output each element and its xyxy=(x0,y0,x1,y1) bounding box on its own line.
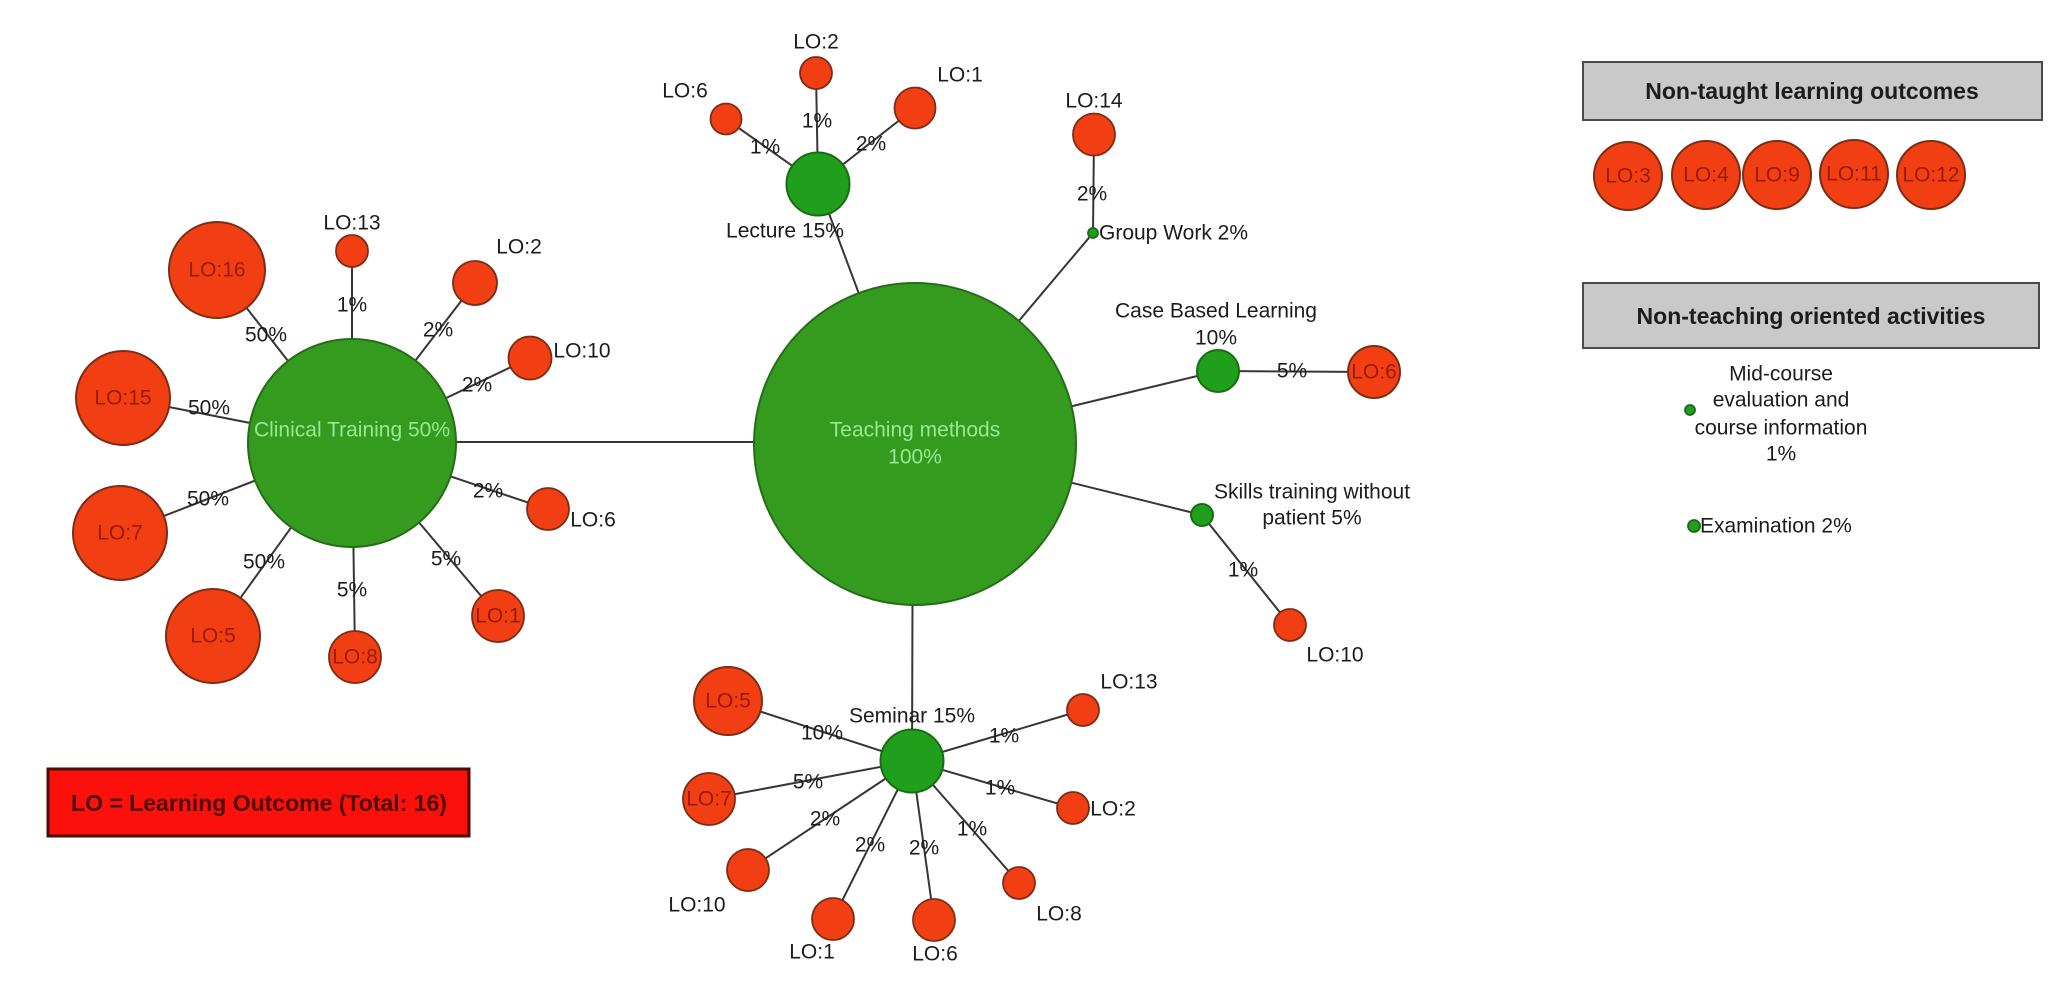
svg-text:LO:7: LO:7 xyxy=(97,522,143,545)
svg-text:2%: 2% xyxy=(473,480,503,503)
svg-text:LO:6: LO:6 xyxy=(662,80,708,103)
svg-text:Skills training without: Skills training without xyxy=(1214,481,1410,504)
svg-text:LO:2: LO:2 xyxy=(1090,798,1136,821)
svg-text:LO:1: LO:1 xyxy=(937,64,983,87)
svg-text:LO:6: LO:6 xyxy=(570,509,616,532)
svg-text:LO:10: LO:10 xyxy=(1306,644,1363,667)
svg-text:LO:13: LO:13 xyxy=(1100,671,1157,694)
svg-text:1%: 1% xyxy=(750,136,780,159)
svg-text:LO:8: LO:8 xyxy=(1036,903,1082,926)
svg-text:1%: 1% xyxy=(802,110,832,133)
svg-text:LO:15: LO:15 xyxy=(94,387,151,410)
svg-text:LO:10: LO:10 xyxy=(668,894,725,917)
svg-text:50%: 50% xyxy=(188,397,230,420)
svg-text:5%: 5% xyxy=(793,771,823,794)
svg-text:2%: 2% xyxy=(909,837,939,860)
svg-text:LO:10: LO:10 xyxy=(553,340,610,363)
svg-text:LO:2: LO:2 xyxy=(496,236,542,259)
svg-text:1%: 1% xyxy=(1766,443,1796,466)
svg-text:LO:12: LO:12 xyxy=(1902,164,1959,187)
svg-text:evaluation and: evaluation and xyxy=(1713,389,1850,412)
svg-text:1%: 1% xyxy=(337,294,367,317)
svg-text:patient 5%: patient 5% xyxy=(1262,507,1361,530)
svg-text:LO:7: LO:7 xyxy=(686,788,732,811)
svg-text:LO:6: LO:6 xyxy=(1351,361,1397,384)
svg-text:LO:5: LO:5 xyxy=(705,690,751,713)
svg-text:2%: 2% xyxy=(1077,183,1107,206)
svg-text:LO:13: LO:13 xyxy=(323,212,380,235)
svg-text:Examination 2%: Examination 2% xyxy=(1700,515,1852,538)
svg-text:Teaching methods: Teaching methods xyxy=(830,419,1000,442)
svg-text:100%: 100% xyxy=(888,446,942,469)
svg-text:LO:11: LO:11 xyxy=(1826,163,1882,186)
svg-text:LO:3: LO:3 xyxy=(1605,165,1651,188)
svg-text:50%: 50% xyxy=(245,324,287,347)
svg-text:Case Based Learning: Case Based Learning xyxy=(1115,300,1317,323)
svg-text:LO:1: LO:1 xyxy=(475,605,521,628)
svg-text:LO:14: LO:14 xyxy=(1065,90,1123,113)
svg-text:1%: 1% xyxy=(1228,559,1258,582)
svg-text:Mid-course: Mid-course xyxy=(1729,363,1833,386)
svg-text:2%: 2% xyxy=(856,133,886,156)
svg-text:1%: 1% xyxy=(985,777,1015,800)
svg-text:5%: 5% xyxy=(1277,360,1307,383)
svg-text:2%: 2% xyxy=(810,808,840,831)
svg-text:LO:4: LO:4 xyxy=(1683,164,1729,187)
svg-text:course information: course information xyxy=(1695,417,1868,440)
svg-text:10%: 10% xyxy=(1195,327,1237,350)
svg-text:Seminar 15%: Seminar 15% xyxy=(849,705,975,728)
svg-text:LO:9: LO:9 xyxy=(1754,164,1800,187)
svg-text:Clinical Training 50%: Clinical Training 50% xyxy=(254,419,450,442)
svg-text:1%: 1% xyxy=(957,818,987,841)
svg-text:Lecture 15%: Lecture 15% xyxy=(726,220,844,243)
svg-text:LO:16: LO:16 xyxy=(188,259,245,282)
svg-text:LO:2: LO:2 xyxy=(793,31,839,54)
svg-text:2%: 2% xyxy=(855,834,885,857)
svg-text:5%: 5% xyxy=(337,579,367,602)
svg-text:LO:8: LO:8 xyxy=(332,646,378,669)
svg-text:50%: 50% xyxy=(187,488,229,511)
svg-text:2%: 2% xyxy=(423,319,453,342)
svg-text:LO:6: LO:6 xyxy=(912,943,958,966)
svg-text:10%: 10% xyxy=(801,722,843,745)
svg-text:Group Work 2%: Group Work 2% xyxy=(1099,222,1248,245)
svg-text:50%: 50% xyxy=(243,551,285,574)
svg-text:LO:1: LO:1 xyxy=(789,941,835,964)
svg-text:Non-teaching oriented activiti: Non-teaching oriented activities xyxy=(1637,303,1986,329)
svg-text:LO:5: LO:5 xyxy=(190,625,236,648)
svg-text:2%: 2% xyxy=(462,374,492,397)
svg-text:LO = Learning Outcome (Total:: LO = Learning Outcome (Total: 16) xyxy=(71,790,447,816)
svg-text:Non-taught learning outcomes: Non-taught learning outcomes xyxy=(1645,78,1979,104)
svg-text:1%: 1% xyxy=(989,725,1019,748)
svg-text:5%: 5% xyxy=(431,548,461,571)
